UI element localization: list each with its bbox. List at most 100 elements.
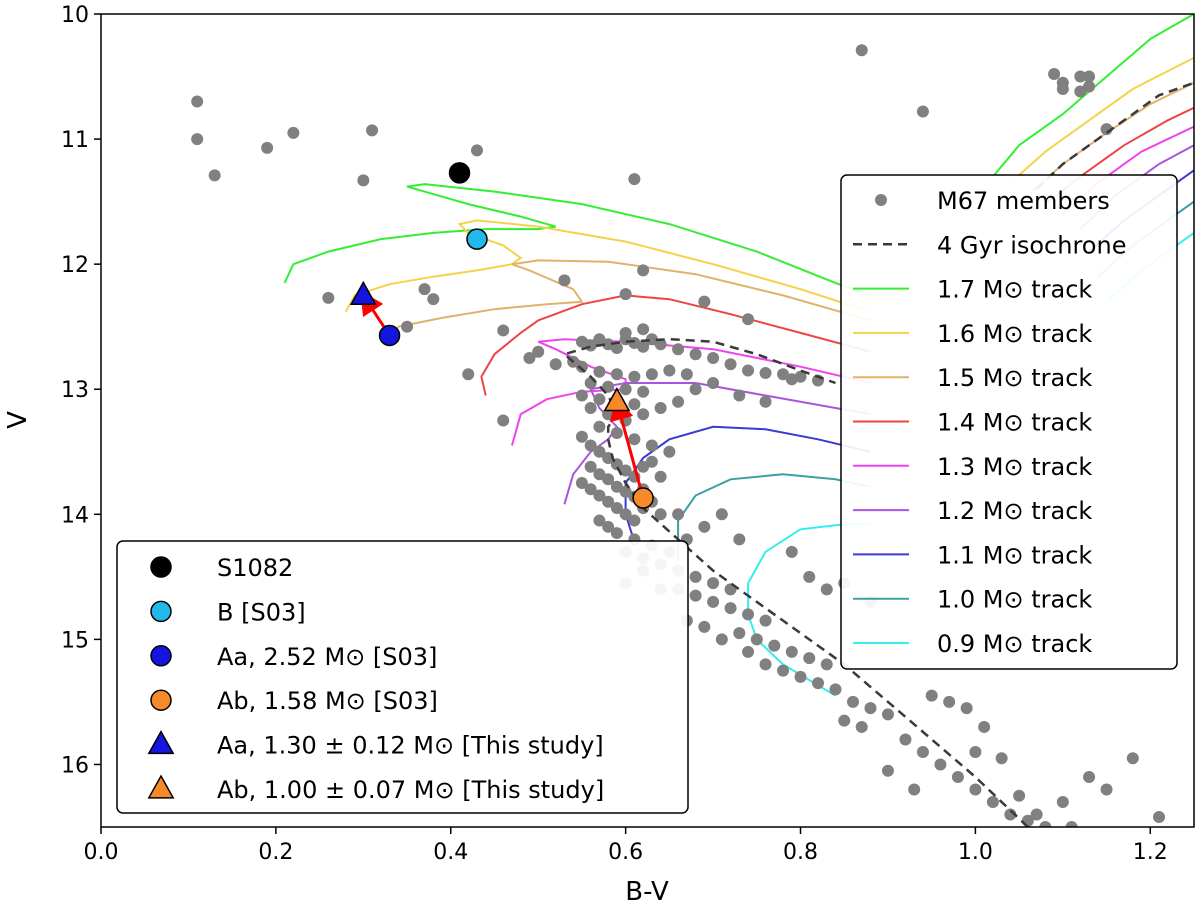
member-point (645, 439, 658, 452)
member-point (812, 677, 825, 690)
x-tick-label: 0.2 (258, 840, 293, 865)
member-point (593, 420, 606, 433)
member-point (742, 608, 755, 621)
legend-right: M67 members 4 Gyr isochrone 1.7 M⊙ track 1.… (840, 174, 1178, 670)
legend-left-marker (147, 774, 175, 799)
isochrone-line (561, 337, 1029, 827)
y-tick-label: 11 (61, 128, 89, 153)
member-point (610, 502, 623, 515)
member-point (698, 295, 711, 308)
legend-right-label: 1.5 M⊙ track (937, 364, 1092, 392)
member-point (1039, 821, 1052, 827)
member-point (593, 393, 606, 406)
member-point (689, 589, 702, 602)
member-point (733, 389, 746, 402)
special-point-3 (632, 487, 654, 509)
member-point (401, 320, 414, 333)
member-point (846, 695, 859, 708)
member-point (715, 633, 728, 646)
member-point (1074, 70, 1087, 83)
member-point (191, 133, 204, 146)
y-axis: 10 11 12 13 14 15 16 (61, 3, 101, 778)
member-point (322, 291, 335, 304)
member-point (881, 764, 894, 777)
track-line-6 (624, 425, 871, 543)
member-point (707, 376, 720, 389)
member-point (602, 473, 615, 486)
legend-left: S1082 B [S03] Aa, 2.52 M⊙ [S03] Ab, 1.58 M⊙… (116, 540, 689, 814)
member-point (575, 477, 588, 490)
member-point (715, 508, 728, 521)
member-point (750, 633, 763, 646)
y-tick-label: 13 (61, 378, 89, 403)
y-tick-label: 10 (61, 3, 89, 28)
track-line-2 (388, 259, 871, 343)
x-tick-label: 0.4 (433, 840, 468, 865)
member-point (654, 508, 667, 521)
member-point (777, 368, 790, 381)
legend-left-marker (150, 645, 172, 667)
member-point (575, 430, 588, 443)
member-point (724, 358, 737, 371)
member-point (1083, 770, 1096, 783)
member-point (602, 380, 615, 393)
member-point (619, 464, 632, 477)
member-point (610, 368, 623, 381)
member-point (593, 514, 606, 527)
member-point (925, 689, 938, 702)
member-point (707, 577, 720, 590)
member-point (584, 483, 597, 496)
member-point (610, 427, 623, 440)
legend-right-label: 0.9 M⊙ track (937, 630, 1092, 658)
member-point (602, 520, 615, 533)
member-point (672, 395, 685, 408)
member-point (575, 389, 588, 402)
legend-left-label: Ab, 1.00 ± 0.07 M⊙ [This study] (217, 776, 604, 804)
legend-right-label: 4 Gyr isochrone (937, 231, 1126, 259)
member-point (628, 433, 641, 446)
member-point (208, 169, 221, 182)
y-tick-label: 16 (61, 753, 89, 778)
member-point (1153, 810, 1166, 823)
legend-left-marker (150, 600, 172, 623)
special-point-0 (448, 162, 471, 184)
legend-left-marker (150, 556, 172, 578)
member-point (619, 326, 632, 339)
member-point (261, 141, 274, 154)
legend-left-label: S1082 (217, 554, 293, 582)
x-tick-label: 1.2 (1133, 840, 1168, 865)
special-point-5 (603, 387, 631, 412)
track-line-7 (677, 473, 871, 562)
member-point (855, 44, 868, 57)
y-axis-label: V (3, 411, 33, 429)
member-point (680, 368, 693, 381)
member-point (663, 445, 676, 458)
member-point (619, 288, 632, 301)
member-point (1013, 789, 1026, 802)
member-point (619, 485, 632, 498)
member-point (497, 324, 510, 337)
member-point (654, 401, 667, 414)
member-point (951, 770, 964, 783)
member-point (733, 533, 746, 546)
x-tick-label: 0.0 (84, 840, 119, 865)
legend-right-label: M67 members (937, 187, 1110, 215)
legend-right-box (840, 174, 1178, 670)
member-point (1126, 752, 1139, 765)
member-point (610, 341, 623, 354)
member-point (191, 95, 204, 108)
member-point (724, 602, 737, 615)
y-tick-label: 15 (61, 628, 89, 653)
member-point (1065, 821, 1078, 827)
member-point (637, 264, 650, 277)
member-point (759, 366, 772, 379)
member-point (366, 124, 379, 137)
member-point (584, 460, 597, 473)
member-point (768, 639, 781, 652)
member-point (1056, 795, 1069, 808)
member-point (829, 683, 842, 696)
member-point (593, 365, 606, 378)
member-point (820, 658, 833, 671)
member-point (628, 370, 641, 383)
